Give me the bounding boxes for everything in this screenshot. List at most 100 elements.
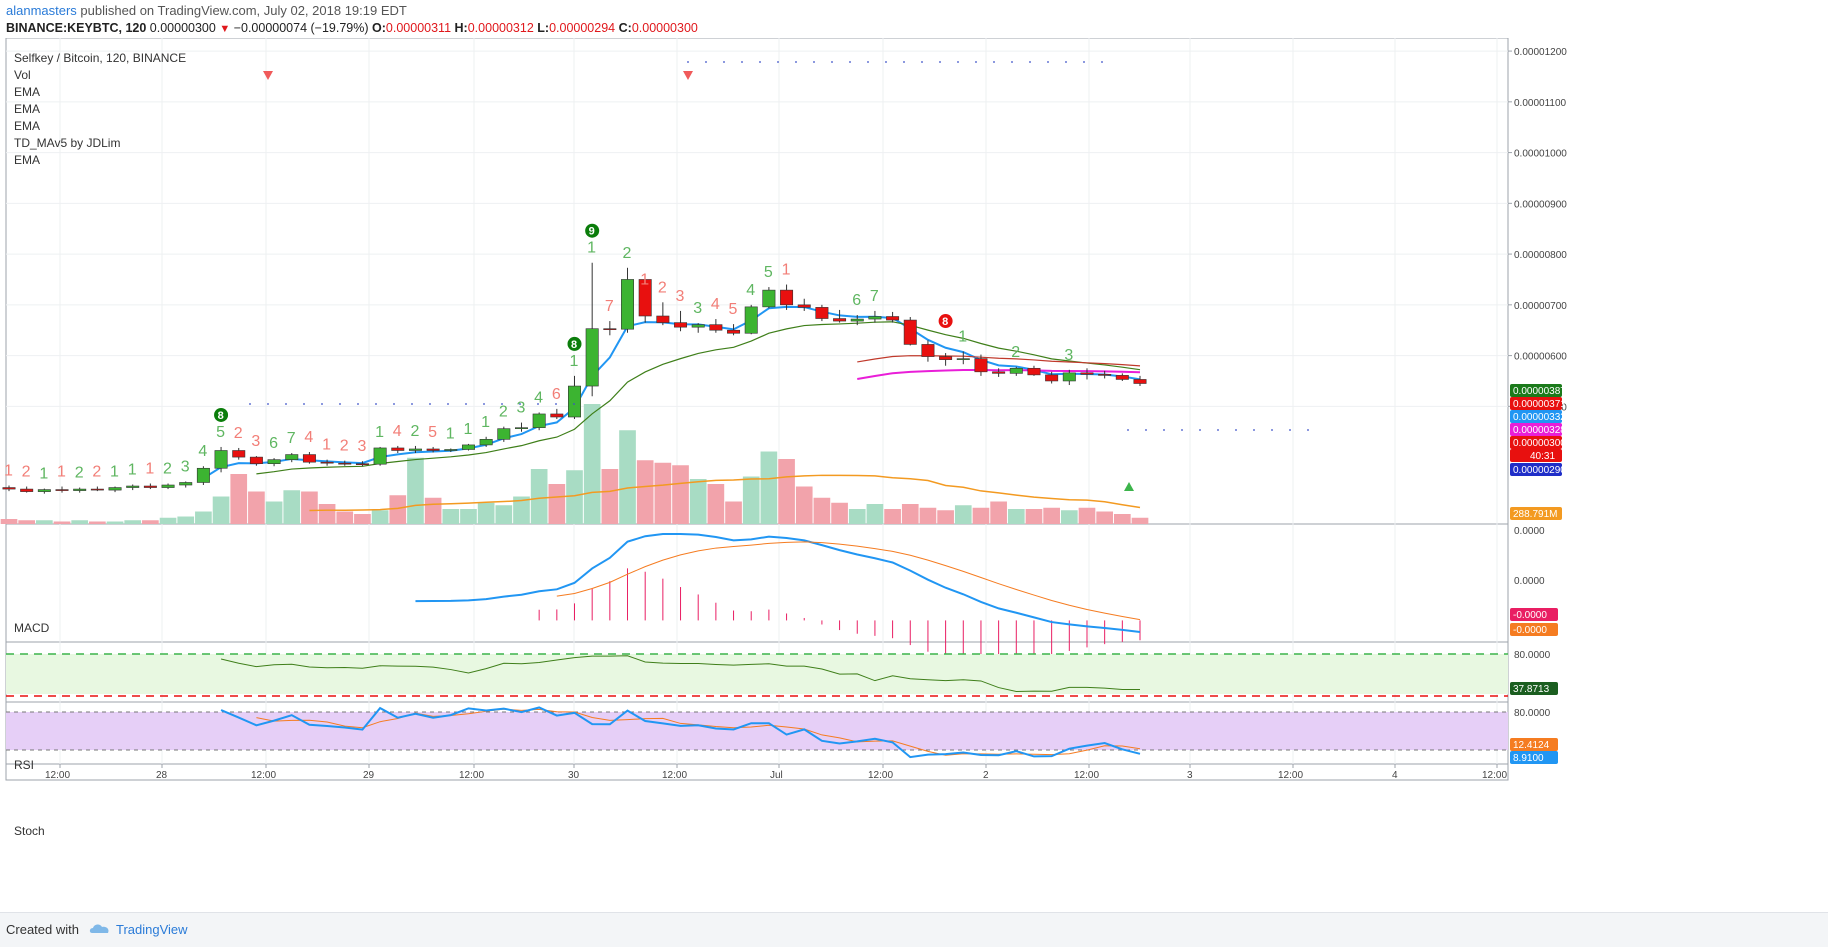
candle-body (408, 448, 422, 451)
td-count-up: 1 (128, 462, 137, 479)
candle-body (196, 467, 210, 483)
tradingview-link[interactable]: TradingView (116, 922, 188, 937)
td-count-down: 4 (711, 296, 720, 313)
td-count-down: 1 (57, 464, 66, 481)
legend-item-ema-4[interactable]: EMA (14, 153, 41, 167)
td-count-up: 3 (693, 300, 702, 317)
candle-body (373, 447, 387, 465)
td-dot (555, 403, 557, 405)
author-link[interactable]: alanmasters (6, 3, 77, 18)
countdown-label: 40:31 (1530, 451, 1555, 462)
td-count-down: 7 (605, 298, 614, 315)
legend-item-ema-1[interactable]: EMA (14, 85, 41, 99)
candle-body (232, 450, 246, 458)
candle-body (391, 447, 405, 451)
open-value: 0.00000311 (385, 21, 452, 35)
candle-body (727, 329, 741, 334)
td-dot (1145, 429, 1147, 431)
high-label: H: (454, 21, 468, 35)
td-dot (447, 403, 449, 405)
candle-body (691, 324, 705, 328)
td-setup-marker (567, 336, 582, 351)
td-count-up: 1 (958, 329, 967, 346)
legend-item-td[interactable]: TD_MAv5 by JDLim (14, 136, 121, 150)
volume-bar (336, 511, 354, 524)
td-count-up: 2 (75, 465, 84, 482)
low-value: 0.00000294 (549, 21, 616, 35)
volume-bar (1007, 509, 1025, 524)
created-with-text: Created with (6, 922, 79, 937)
td-dot (795, 61, 797, 63)
td-dot (903, 61, 905, 63)
td-dot (885, 61, 887, 63)
price-label: 0.00000290 (1513, 465, 1566, 476)
candle-body (161, 484, 175, 488)
td-setup-label: 8 (571, 339, 577, 351)
legend-item-vol[interactable]: Vol (14, 68, 31, 82)
volume-bar (248, 491, 265, 524)
buy-triangle-icon (1124, 482, 1134, 491)
td-count-down: 5 (729, 301, 738, 318)
td-dot (1065, 61, 1067, 63)
macd-tick-label: 0.0000 (1514, 526, 1545, 537)
td-dot (939, 61, 941, 63)
td-count-up: 3 (1064, 347, 1073, 364)
volume-bar (742, 476, 760, 524)
td-count-up: 2 (499, 404, 508, 421)
candle-body (20, 488, 34, 492)
legend-item-ema-3[interactable]: EMA (14, 119, 41, 133)
tradingview-logo-icon (89, 924, 109, 933)
legend-item-ema-2[interactable]: EMA (14, 102, 41, 116)
volume-bar (530, 469, 548, 524)
candle-body (514, 427, 528, 429)
volume-bar (1113, 514, 1131, 524)
rsi-band (6, 654, 1508, 694)
price-label: 0.00000332 (1513, 412, 1566, 423)
price-label: 0.00000371 (1513, 399, 1566, 410)
td-setup-marker (585, 223, 600, 238)
td-dot (501, 403, 503, 405)
stoch-label: 8.9100 (1513, 753, 1544, 764)
td-count-down: 3 (357, 438, 366, 455)
volume-bar (1131, 517, 1149, 524)
volume-bar (619, 430, 636, 524)
td-dot (537, 403, 539, 405)
candle-body (1027, 367, 1041, 376)
chart-canvas[interactable]: 0.00001200 0.00001100 0.00001000 0.00000900… (0, 38, 1828, 912)
price-tick-label: 0.00000800 (1514, 250, 1567, 261)
td-count-down: 2 (340, 438, 349, 455)
volume-bar (354, 514, 371, 524)
td-count-down: 1 (640, 272, 649, 289)
td-dot (1199, 429, 1201, 431)
td-dot (1307, 429, 1309, 431)
td-dot (1047, 61, 1049, 63)
td-setup-label: 8 (218, 410, 224, 422)
price-label-bg (1510, 384, 1562, 397)
time-tick-label: 4 (1392, 770, 1398, 781)
volume-bar (1078, 507, 1096, 524)
volume-bar (972, 507, 990, 524)
price-change: −0.00000074 (−19.79%) (233, 21, 369, 35)
chart-header: alanmasters published on TradingView.com… (0, 0, 1828, 38)
candle-body (214, 450, 228, 469)
td-dot (1271, 429, 1273, 431)
td-dot (339, 403, 341, 405)
td-setup-marker (938, 314, 953, 329)
td-count-up: 6 (852, 292, 861, 309)
price-label: 0.00000300 (1513, 438, 1566, 449)
price-label-bg (1510, 436, 1562, 449)
candle-body (532, 413, 546, 428)
volume-bar (460, 509, 477, 524)
td-count-up: 1 (587, 240, 596, 257)
symbol-label: BINANCE:KEYBTC, 120 (6, 21, 147, 35)
candle-body (338, 462, 352, 465)
volume-bar (318, 504, 336, 524)
time-tick-label: 12:00 (868, 770, 893, 781)
volume-bar (1096, 511, 1113, 524)
volume-bar (371, 510, 389, 524)
volume-bar (848, 509, 866, 524)
td-count-down: 2 (658, 279, 667, 296)
td-count-up: 7 (287, 430, 296, 447)
price-label-bg (1510, 463, 1562, 476)
volume-bar (53, 521, 71, 524)
